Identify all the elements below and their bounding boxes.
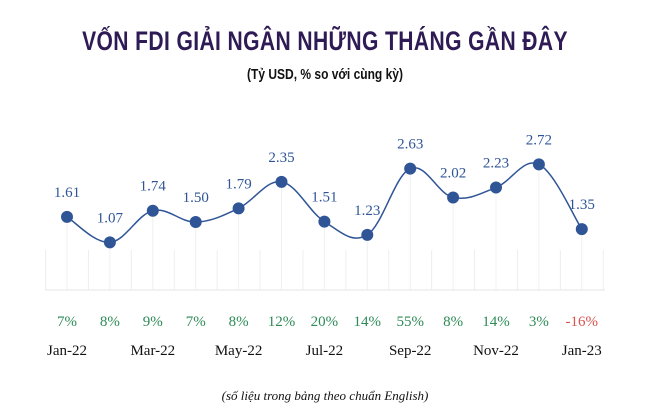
data-label: 1.07	[97, 210, 124, 226]
data-label: 1.23	[354, 203, 380, 219]
yoy-label: 20%	[311, 314, 339, 330]
yoy-label: 14%	[482, 314, 510, 330]
yoy-label: -16%	[566, 314, 599, 330]
data-label: 2.35	[268, 150, 294, 166]
data-label: 2.23	[483, 156, 509, 172]
data-point	[189, 216, 202, 229]
x-tick-label: May-22	[215, 343, 263, 359]
data-label: 1.74	[140, 179, 167, 195]
data-point	[61, 210, 73, 223]
data-label: 1.51	[311, 190, 337, 206]
yoy-label: 12%	[268, 314, 296, 330]
yoy-label: 55%	[396, 314, 424, 330]
yoy-label: 14%	[354, 314, 382, 330]
data-label: 1.61	[54, 185, 80, 201]
yoy-label: 8%	[443, 314, 463, 330]
data-label: 2.63	[397, 137, 423, 153]
yoy-label: 7%	[186, 314, 206, 330]
footnote: (số liệu trong bảng theo chuẩn English)	[221, 388, 429, 403]
data-point	[232, 202, 245, 215]
data-label: 1.35	[569, 197, 595, 213]
data-point	[447, 191, 460, 204]
yoy-label: 8%	[229, 314, 249, 330]
data-point	[532, 158, 545, 171]
x-tick-label: Nov-22	[473, 343, 519, 359]
yoy-label: 7%	[57, 314, 77, 330]
x-tick-label: Jul-22	[306, 343, 344, 359]
chart-title: VỐN FDI GIẢI NGÂN NHỮNG THÁNG GẦN ĐÂY	[82, 26, 568, 56]
x-tick-label: Mar-22	[130, 343, 175, 359]
x-tick-label: Jan-23	[562, 343, 602, 359]
data-point	[318, 215, 331, 228]
yoy-label: 8%	[100, 314, 120, 330]
data-point	[103, 236, 116, 249]
yoy-label: 9%	[143, 314, 163, 330]
x-tick-label: Sep-22	[389, 343, 432, 359]
data-label: 2.72	[526, 132, 552, 148]
data-point	[361, 228, 374, 241]
data-label: 1.50	[183, 190, 209, 206]
data-label: 2.02	[440, 165, 466, 181]
data-point	[575, 223, 588, 236]
x-tick-label: Jan-22	[47, 343, 87, 359]
data-point	[404, 162, 417, 175]
data-point	[146, 204, 159, 217]
data-point	[490, 181, 502, 194]
data-label: 1.79	[225, 176, 251, 192]
yoy-label: 3%	[529, 314, 549, 330]
chart-subtitle: (Tỷ USD, % so với cùng kỳ)	[247, 66, 403, 83]
data-point	[275, 175, 288, 188]
